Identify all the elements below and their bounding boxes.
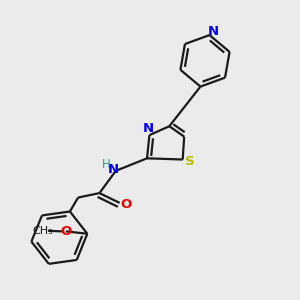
- Text: O: O: [121, 198, 132, 211]
- Text: CH₃: CH₃: [32, 226, 53, 236]
- Text: N: N: [208, 25, 219, 38]
- Text: S: S: [185, 155, 195, 168]
- Text: N: N: [107, 164, 118, 176]
- Text: N: N: [142, 122, 154, 135]
- Text: H: H: [102, 158, 111, 171]
- Text: O: O: [60, 225, 71, 238]
